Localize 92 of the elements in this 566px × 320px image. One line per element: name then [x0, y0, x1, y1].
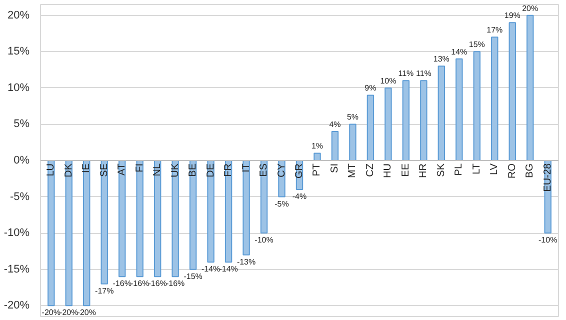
data-label: 1%: [311, 142, 324, 151]
x-tick-label: AT: [116, 163, 128, 176]
x-tick-label: LU: [46, 163, 57, 176]
bar: [65, 160, 72, 306]
bar: [420, 80, 428, 161]
x-tick-label: LT: [471, 163, 482, 174]
x-tick-label: BE: [188, 163, 199, 177]
bar: [136, 160, 144, 278]
bar: [314, 152, 321, 161]
bar: [83, 160, 90, 306]
y-tick-label: 20%: [7, 9, 30, 22]
data-label: -16%: [148, 279, 167, 288]
y-tick-label: -10%: [4, 227, 30, 240]
data-label: 11%: [398, 69, 414, 78]
x-tick-label: MT: [347, 163, 358, 178]
bar: [366, 94, 374, 161]
data-label: 14%: [451, 47, 468, 56]
data-label: 10%: [380, 76, 396, 86]
x-tick-label: PT: [312, 163, 323, 176]
bar: [491, 36, 498, 161]
x-tick-label: NL: [152, 163, 164, 176]
x-tick-label: IE: [81, 163, 92, 173]
x-tick-label: DK: [63, 163, 74, 178]
y-tick-label: -5%: [10, 190, 30, 203]
data-label: -13%: [236, 257, 256, 266]
data-label: -10%: [254, 236, 274, 245]
x-tick-label: HR: [418, 163, 430, 178]
data-label: 20%: [522, 4, 538, 13]
x-tick-label: EU-28: [542, 163, 554, 192]
bar: [207, 160, 214, 263]
data-label: -20%: [77, 308, 96, 318]
y-tick-label: 5%: [14, 118, 30, 130]
bar: [402, 80, 410, 161]
y-tick-label: -20%: [4, 300, 30, 312]
bar: [189, 160, 197, 270]
x-tick-label: HU: [382, 163, 394, 178]
data-label: -14%: [201, 264, 220, 274]
x-tick-label: FR: [223, 163, 234, 177]
data-label: 4%: [329, 120, 341, 129]
x-tick-label: SK: [436, 163, 447, 177]
data-label: -17%: [95, 286, 114, 296]
data-label: -10%: [538, 236, 558, 245]
x-tick-label: RO: [506, 163, 518, 178]
data-label: -16%: [112, 279, 132, 288]
data-label: 5%: [346, 112, 358, 122]
x-tick-label: EE: [400, 163, 412, 177]
x-tick-label: ES: [258, 163, 270, 177]
bar: [508, 22, 516, 161]
x-tick-label: UK: [170, 163, 181, 178]
bar: [100, 160, 108, 284]
bar: [172, 160, 179, 278]
bar: [349, 124, 356, 161]
x-tick-label: PL: [454, 163, 465, 176]
x-tick-label: DE: [205, 163, 216, 178]
data-label: -5%: [274, 199, 289, 208]
data-label: 11%: [416, 69, 432, 78]
x-tick-label: BG: [524, 163, 536, 178]
data-label: 15%: [468, 40, 485, 50]
data-label: -20%: [42, 308, 60, 318]
y-tick-label: 15%: [7, 46, 30, 58]
bar: [526, 14, 534, 161]
bar: [473, 51, 480, 161]
bar: [331, 130, 339, 161]
bar: [384, 87, 392, 161]
bar: [154, 160, 162, 278]
y-tick-label: 0%: [14, 154, 30, 166]
x-tick-label: IT: [240, 163, 252, 172]
x-tick-label: CZ: [364, 163, 376, 177]
x-tick-label: SI: [329, 163, 340, 173]
bar: [456, 58, 463, 161]
bar: [224, 160, 232, 263]
data-label: 17%: [486, 26, 503, 35]
data-label: -15%: [184, 272, 202, 281]
x-tick-label: GR: [294, 164, 305, 178]
bar: [438, 66, 446, 161]
bar: [242, 160, 250, 256]
data-label: -16%: [166, 279, 185, 288]
data-label: 9%: [364, 84, 376, 93]
data-label: 19%: [504, 11, 520, 20]
data-label: 13%: [433, 54, 450, 64]
data-label: -4%: [292, 192, 307, 202]
y-tick-label: 10%: [7, 82, 30, 94]
bar: [118, 160, 126, 278]
x-tick-label: SE: [98, 163, 110, 177]
y-tick-label: -15%: [4, 263, 30, 276]
data-label: -16%: [130, 279, 150, 288]
x-tick-label: CY: [276, 163, 288, 178]
bar: [48, 160, 55, 306]
data-label: -14%: [219, 264, 238, 274]
data-label: -20%: [60, 308, 78, 318]
x-tick-label: FI: [134, 163, 146, 172]
x-tick-label: LV: [489, 163, 500, 175]
